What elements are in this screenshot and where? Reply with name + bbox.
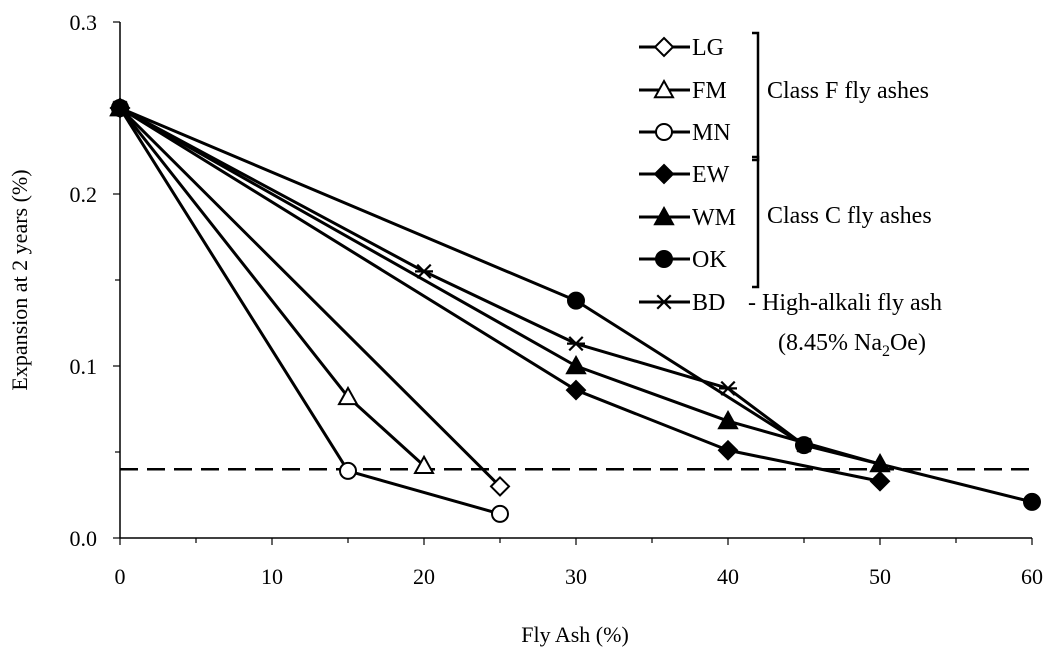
legend-label: EW xyxy=(692,162,730,188)
series-bd xyxy=(111,100,813,453)
legend-group-label: Class F fly ashes xyxy=(767,78,929,104)
circle-marker xyxy=(491,504,509,523)
diamond-marker xyxy=(717,439,739,461)
x-tick-label: 50 xyxy=(869,564,891,589)
legend-item-bd: BD xyxy=(639,290,725,316)
x-axis-label: Fly Ash (%) xyxy=(521,622,629,647)
triangle-marker xyxy=(717,409,739,430)
x-tick-label: 40 xyxy=(717,564,739,589)
asterisk-marker xyxy=(719,380,737,396)
legend-group-label: - High-alkali fly ash xyxy=(748,290,942,316)
bracket-class-f xyxy=(752,31,760,162)
bracket-class-c xyxy=(752,155,760,289)
asterisk-marker xyxy=(655,294,673,310)
x-tick-label: 10 xyxy=(261,564,283,589)
legend-item-lg: LG xyxy=(639,35,724,61)
circle-marker xyxy=(655,250,673,268)
series-line xyxy=(119,106,805,447)
triangle-marker xyxy=(337,385,359,406)
circle-marker xyxy=(1023,492,1041,511)
triangle-marker xyxy=(413,454,435,474)
legend-item-fm: FM xyxy=(639,78,727,104)
legend-label: WM xyxy=(692,205,736,231)
circle-marker xyxy=(339,461,357,480)
triangle-marker xyxy=(565,354,587,375)
legend-item-mn: MN xyxy=(639,120,731,146)
y-tick-label: 0.3 xyxy=(70,10,98,35)
series-line xyxy=(119,106,881,483)
legend-item-wm: WM xyxy=(639,205,736,231)
legend-group-label: Class C fly ashes xyxy=(767,203,932,229)
legend-label: FM xyxy=(692,78,727,104)
diamond-marker xyxy=(489,475,511,497)
diamond-marker xyxy=(565,379,587,401)
triangle-marker xyxy=(653,205,675,226)
series-lg xyxy=(109,97,511,497)
series-line xyxy=(118,107,426,467)
series-line xyxy=(118,106,502,488)
legend-item-ok: OK xyxy=(639,247,727,273)
axes: 0 10 20 30 40 50 60 0.0 0.1 0.2 0.3 xyxy=(70,10,1044,589)
asterisk-marker xyxy=(567,336,585,352)
y-axis-label: Expansion at 2 years (%) xyxy=(7,169,32,390)
series-layer xyxy=(109,96,1041,523)
diamond-marker xyxy=(869,470,891,492)
series-line xyxy=(118,107,501,516)
diamond-marker xyxy=(653,163,675,185)
diamond-marker xyxy=(653,36,675,58)
legend: LG FM MN EW WM OK BD Class F fly ashes Class C f… xyxy=(639,31,942,360)
series-line xyxy=(119,106,881,466)
y-tick-label: 0.2 xyxy=(70,182,98,207)
asterisk-marker xyxy=(795,437,813,453)
legend-group-sublabel: (8.45% Na2Oe) xyxy=(778,330,926,360)
y-tick-label: 0.1 xyxy=(70,354,98,379)
circle-marker xyxy=(655,123,673,141)
x-tick-label: 30 xyxy=(565,564,587,589)
legend-label: BD xyxy=(692,290,725,316)
legend-label: LG xyxy=(692,35,724,61)
y-tick-label: 0.0 xyxy=(70,526,98,551)
x-tick-label: 0 xyxy=(115,564,126,589)
legend-item-ew: EW xyxy=(639,162,730,188)
x-tick-label: 20 xyxy=(413,564,435,589)
series-line xyxy=(119,106,1033,504)
series-fm xyxy=(109,96,435,474)
legend-label: OK xyxy=(692,247,727,273)
legend-label: MN xyxy=(692,120,731,146)
triangle-marker xyxy=(653,78,675,99)
asterisk-marker xyxy=(111,100,129,116)
x-tick-label: 60 xyxy=(1021,564,1043,589)
asterisk-marker xyxy=(415,263,433,279)
circle-marker xyxy=(567,291,585,310)
